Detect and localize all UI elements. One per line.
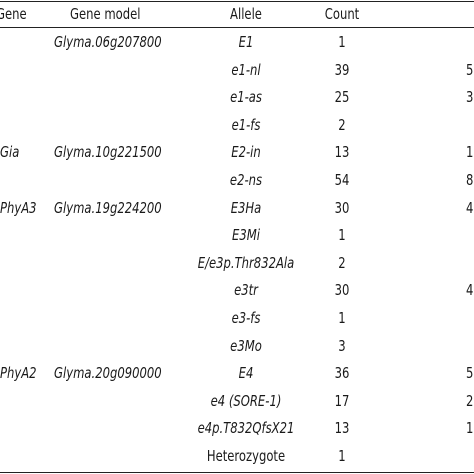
table-bottom-rule — [0, 472, 474, 473]
extra-count-cell: 2 — [466, 391, 474, 410]
extra-count-cell: 3 — [466, 88, 474, 107]
header-count: Count — [324, 5, 360, 23]
table-row: PhyA3 Glyma.19g224200 E3Ha 30 4 — [0, 196, 474, 222]
gene-cell: PhyA3 — [0, 198, 37, 217]
count-cell: 25 — [334, 88, 350, 107]
count-cell: 1 — [338, 226, 346, 245]
gene-model-cell: Glyma.10g221500 — [54, 143, 162, 162]
table-row: e3Mo 3 — [0, 334, 474, 360]
count-cell: 2 — [338, 115, 346, 134]
table-row: E3Mi 1 — [0, 223, 474, 249]
count-cell: 3 — [338, 336, 346, 355]
allele-cell: e2-ns — [229, 171, 263, 189]
allele-cell: e4p.T832QfsX21 — [197, 419, 295, 438]
allele-cell: E3Mi — [232, 226, 260, 245]
allele-cell: e3-fs — [231, 309, 261, 327]
count-cell: 1 — [338, 447, 346, 465]
allele-cell: e3tr — [234, 281, 258, 300]
count-cell: 2 — [338, 253, 346, 272]
header-gene: Gene — [0, 5, 27, 23]
extra-count-cell: 1 — [466, 419, 474, 438]
count-cell: 30 — [334, 198, 350, 217]
allele-cell: E4 — [238, 364, 254, 383]
allele-cell: e4 (SORE-1) — [210, 391, 282, 410]
table-row: E/e3p.Thr832Ala 2 — [0, 251, 474, 277]
header-allele: Allele — [230, 5, 262, 23]
extra-count-cell: 8 — [466, 171, 474, 189]
count-cell: 17 — [334, 391, 350, 410]
allele-cell: e3Mo — [230, 336, 262, 355]
allele-cell: E/e3p.Thr832Ala — [197, 253, 295, 272]
allele-cell: E2-in — [231, 143, 261, 162]
gene-model-cell: Glyma.20g090000 — [54, 364, 162, 383]
table-row: e1-fs 2 — [0, 113, 474, 139]
table-row: Gia Glyma.10g221500 E2-in 13 1 — [0, 140, 474, 166]
table-row: e4 (SORE-1) 17 2 — [0, 389, 474, 415]
table-row: e3tr 30 4 — [0, 278, 474, 304]
gene-model-cell: Glyma.19g224200 — [54, 198, 162, 217]
table-row: Heterozygote 1 — [0, 444, 474, 470]
count-cell: 1 — [338, 309, 346, 327]
allele-cell: e1-as — [230, 88, 262, 107]
table-row: e2-ns 54 8 — [0, 168, 474, 194]
extra-count-cell: 5 — [466, 364, 474, 383]
extra-count-cell: 4 — [466, 198, 474, 217]
table-row: e1-nl 39 5 — [0, 58, 474, 84]
table-row: e4p.T832QfsX21 13 1 — [0, 416, 474, 442]
extra-count-cell: 5 — [466, 60, 474, 79]
table-top-rule — [0, 1, 474, 2]
allele-cell: e1-nl — [231, 60, 261, 79]
table-row: Glyma.06g207800 E1 1 — [0, 30, 474, 56]
count-cell: 13 — [334, 419, 350, 438]
count-cell: 54 — [334, 171, 350, 189]
header-gene-model: Gene model — [70, 5, 141, 23]
count-cell: 36 — [334, 364, 350, 383]
allele-cell: E1 — [238, 33, 254, 51]
count-cell: 1 — [338, 33, 346, 51]
count-cell: 39 — [334, 60, 350, 79]
table-row: e1-as 25 3 — [0, 85, 474, 111]
table-header-rule — [0, 27, 474, 28]
allele-cell: e1-fs — [231, 115, 261, 134]
count-cell: 30 — [334, 281, 350, 300]
extra-count-cell: 1 — [466, 143, 474, 162]
gene-model-cell: Glyma.06g207800 — [54, 33, 162, 51]
count-cell: 13 — [334, 143, 350, 162]
table-row: PhyA2 Glyma.20g090000 E4 36 5 — [0, 361, 474, 387]
table-row: e3-fs 1 — [0, 306, 474, 332]
allele-cell: E3Ha — [230, 198, 262, 217]
gene-cell: PhyA2 — [0, 364, 37, 383]
gene-cell: Gia — [0, 143, 20, 162]
allele-cell: Heterozygote — [206, 447, 286, 465]
extra-count-cell: 4 — [466, 281, 474, 300]
